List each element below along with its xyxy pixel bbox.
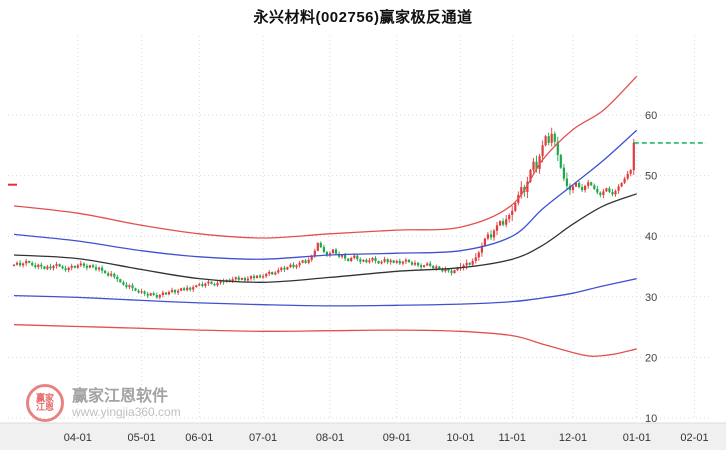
- svg-text:08-01: 08-01: [316, 432, 344, 444]
- seal-text-top: 赢家: [35, 393, 54, 403]
- lower-inner-blue-line: [13, 277, 637, 307]
- middle-black-line: [13, 193, 638, 283]
- lower-outer-red-line: [13, 324, 637, 357]
- svg-text:01-01: 01-01: [623, 432, 651, 444]
- watermark-url: www.yingjia360.com: [72, 404, 181, 419]
- y-axis-labels: 60 50 40 30 20 10: [645, 110, 657, 425]
- watermark-text: 赢家江恩软件 www.yingjia360.com: [72, 388, 181, 419]
- svg-text:02-01: 02-01: [680, 432, 708, 444]
- candle-layer: [12, 127, 635, 300]
- svg-text:10-01: 10-01: [447, 432, 475, 444]
- channel-lines-layer: [13, 75, 638, 357]
- upper-outer-red-line: [13, 75, 638, 239]
- svg-text:11-01: 11-01: [499, 432, 526, 444]
- svg-text:60: 60: [645, 110, 657, 122]
- svg-text:04-01: 04-01: [64, 432, 92, 444]
- svg-text:09-01: 09-01: [383, 432, 411, 444]
- watermark: 赢家 江恩 赢家江恩软件 www.yingjia360.com: [26, 384, 181, 422]
- svg-text:05-01: 05-01: [128, 432, 156, 444]
- svg-text:07-01: 07-01: [249, 432, 277, 444]
- svg-text:30: 30: [645, 292, 657, 304]
- chart-title: 永兴材料(002756)赢家极反通道: [253, 9, 473, 26]
- x-axis-strip: [0, 422, 726, 450]
- svg-text:06-01: 06-01: [185, 432, 213, 444]
- grid-layer: [8, 36, 710, 420]
- x-axis-labels: 04-01 05-01 06-01 07-01 08-01 09-01 10-01 11-01…: [64, 432, 709, 444]
- svg-text:20: 20: [645, 352, 657, 364]
- brand-seal-icon: 赢家 江恩: [26, 384, 64, 422]
- svg-text:40: 40: [645, 231, 657, 243]
- svg-text:10: 10: [645, 413, 657, 425]
- svg-text:50: 50: [645, 171, 657, 183]
- upper-inner-blue-line: [13, 129, 638, 260]
- watermark-brand: 赢家江恩软件: [72, 387, 169, 405]
- svg-text:12-01: 12-01: [559, 432, 587, 444]
- seal-text-bottom: 江恩: [35, 402, 54, 412]
